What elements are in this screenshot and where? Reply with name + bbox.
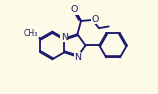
Text: N: N (61, 33, 68, 42)
Text: O: O (71, 5, 78, 14)
Text: N: N (74, 53, 81, 62)
Text: O: O (91, 15, 98, 24)
Text: CH₃: CH₃ (24, 29, 38, 38)
